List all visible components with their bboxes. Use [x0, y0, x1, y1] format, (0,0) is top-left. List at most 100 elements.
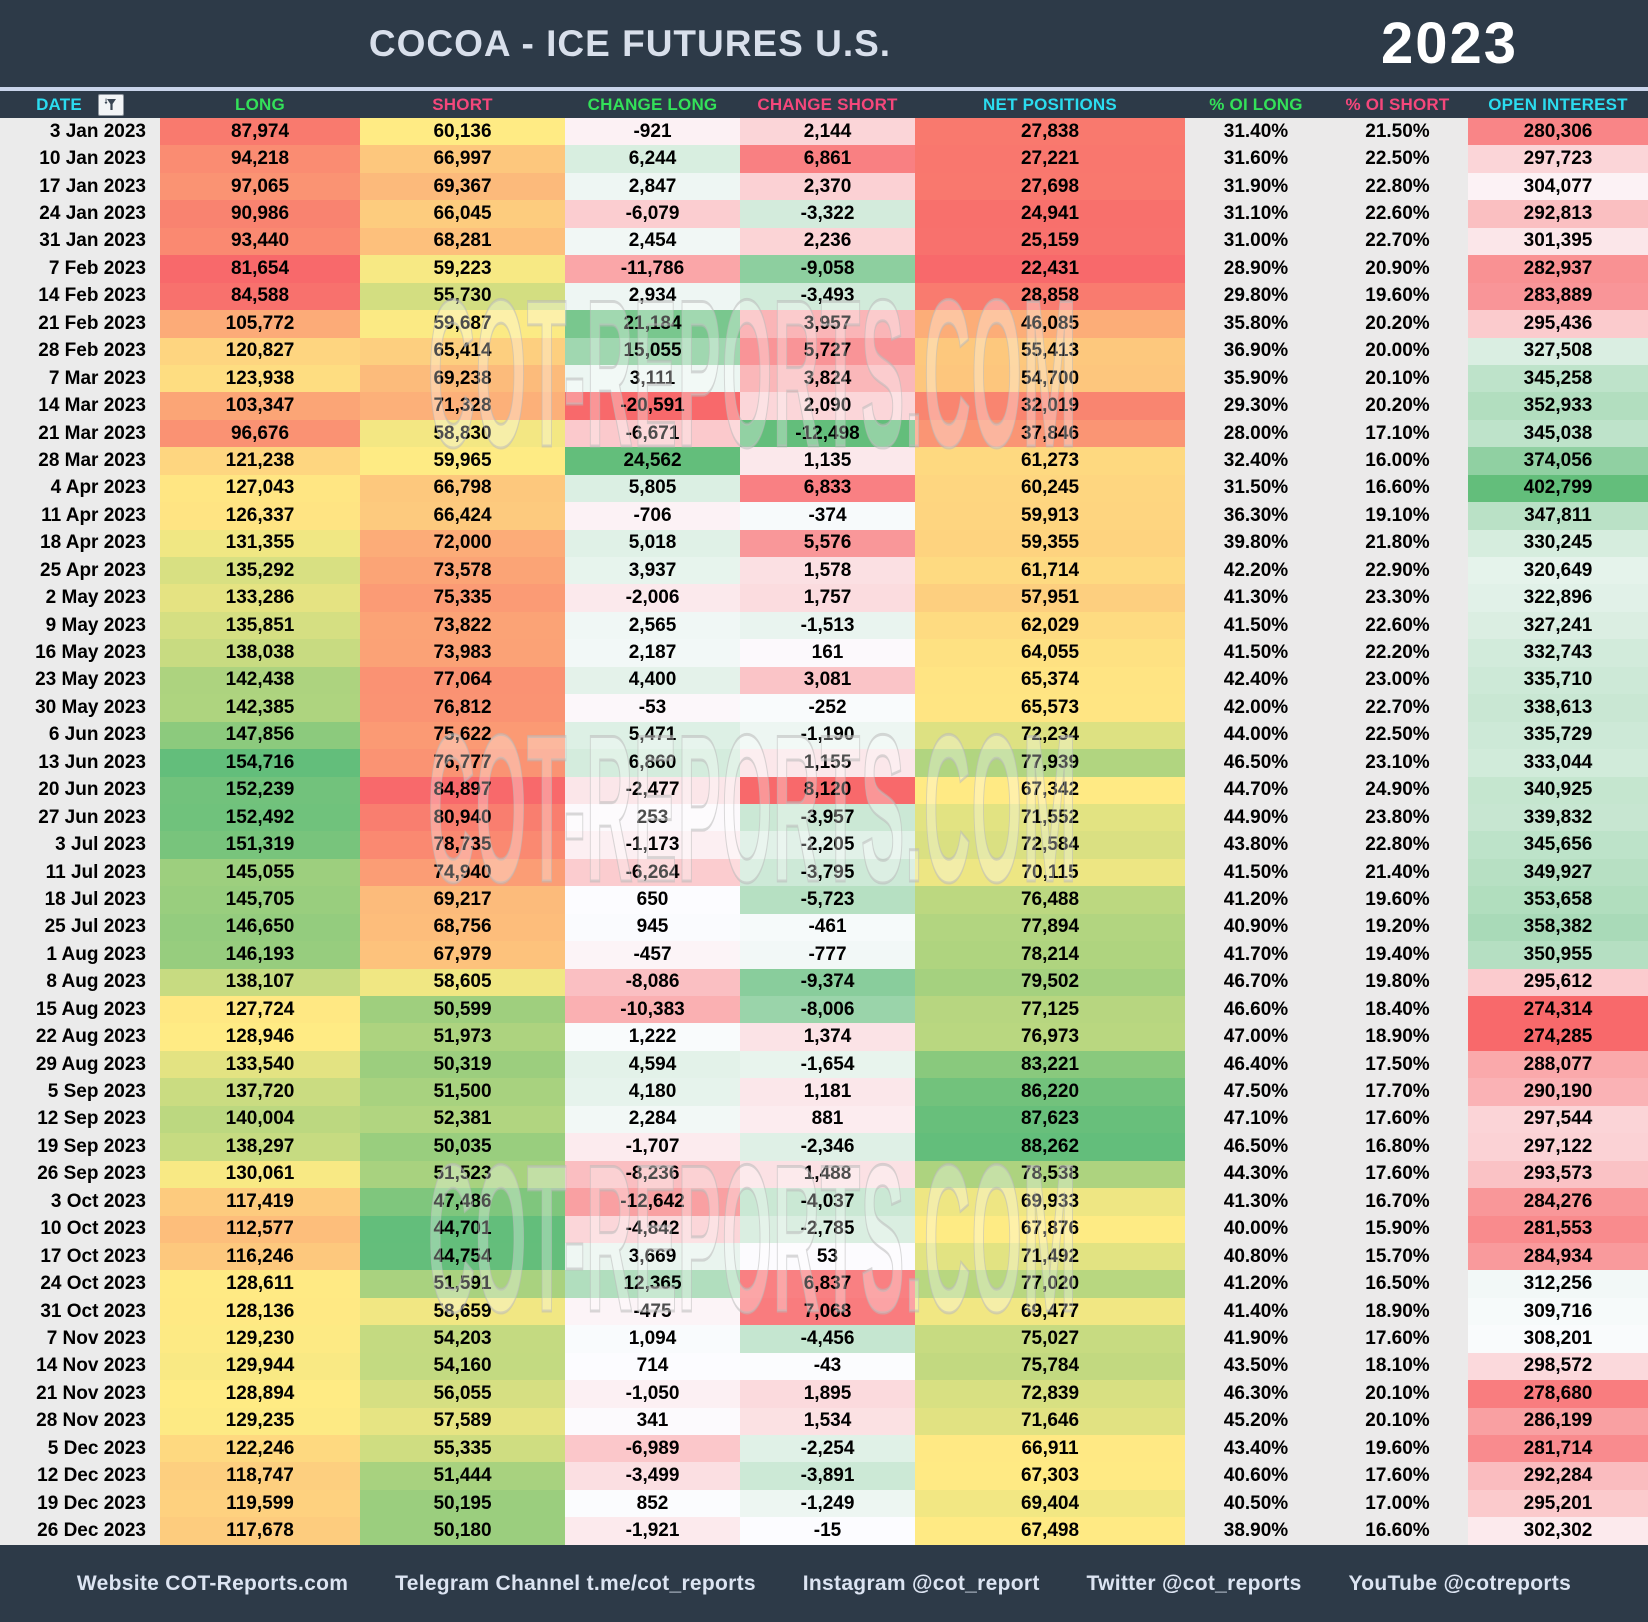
cell-oi-long: 42.20% [1185, 557, 1327, 585]
cell-open-interest: 309,716 [1468, 1297, 1648, 1326]
cell-change-long: 4,180 [565, 1078, 740, 1106]
cell-long: 121,238 [160, 447, 360, 475]
table-row: 12 Sep 2023 140,004 52,381 2,284 881 87,623 47… [0, 1105, 1648, 1134]
col-header-change-long: CHANGE LONG [565, 91, 740, 118]
cell-date: 18 Apr 2023 [0, 529, 160, 557]
cell-change-short: 1,374 [740, 1023, 915, 1051]
cell-open-interest: 284,934 [1468, 1242, 1648, 1271]
cell-oi-long: 44.90% [1185, 803, 1327, 832]
table-row: 16 May 2023 138,038 73,983 2,187 161 64,055 41… [0, 639, 1648, 667]
cell-short: 60,136 [360, 118, 565, 146]
cell-short: 67,979 [360, 941, 565, 969]
cell-change-short: 6,861 [740, 145, 915, 173]
cell-short: 51,591 [360, 1270, 565, 1298]
cell-open-interest: 302,302 [1468, 1517, 1648, 1545]
cell-net-positions: 69,477 [915, 1297, 1185, 1326]
page-title: COCOA - ICE FUTURES U.S. [368, 22, 892, 64]
cell-short: 52,381 [360, 1105, 565, 1134]
cell-date: 7 Mar 2023 [0, 364, 160, 393]
cell-net-positions: 28,858 [915, 282, 1185, 311]
cell-short: 69,367 [360, 172, 565, 201]
cell-oi-short: 21.50% [1327, 118, 1468, 146]
col-header-change-short: CHANGE SHORT [740, 91, 915, 118]
cell-oi-short: 20.10% [1327, 364, 1468, 393]
cell-date: 20 Jun 2023 [0, 776, 160, 804]
cell-change-short: 1,488 [740, 1160, 915, 1189]
cell-date: 16 May 2023 [0, 639, 160, 667]
table-row: 31 Oct 2023 128,136 58,659 -475 7,068 69,477 4… [0, 1297, 1648, 1326]
cell-oi-long: 41.30% [1185, 1188, 1327, 1216]
cell-date: 21 Mar 2023 [0, 419, 160, 448]
cell-oi-long: 41.40% [1185, 1297, 1327, 1326]
cell-date: 28 Mar 2023 [0, 447, 160, 475]
cell-long: 145,705 [160, 886, 360, 914]
cell-oi-short: 22.50% [1327, 721, 1468, 750]
cell-change-long: 3,111 [565, 364, 740, 393]
cell-short: 78,735 [360, 831, 565, 859]
cell-long: 154,716 [160, 749, 360, 777]
cell-date: 12 Sep 2023 [0, 1105, 160, 1134]
cell-open-interest: 349,927 [1468, 858, 1648, 887]
cell-date: 26 Dec 2023 [0, 1517, 160, 1545]
cell-net-positions: 77,939 [915, 749, 1185, 777]
col-header-label: NET POSITIONS [983, 94, 1117, 114]
table-row: 25 Apr 2023 135,292 73,578 3,937 1,578 61,714… [0, 557, 1648, 585]
cell-open-interest: 327,508 [1468, 337, 1648, 365]
cell-change-long: 5,018 [565, 529, 740, 557]
footer-bar: Website COT-Reports.com Telegram Channel… [0, 1545, 1648, 1622]
cell-change-short: -8,006 [740, 996, 915, 1024]
cell-oi-long: 29.30% [1185, 392, 1327, 420]
table-row: 24 Jan 2023 90,986 66,045 -6,079 -3,322 24,94… [0, 200, 1648, 228]
cell-change-long: 945 [565, 913, 740, 942]
cell-long: 147,856 [160, 721, 360, 750]
cell-oi-long: 40.80% [1185, 1242, 1327, 1271]
cell-long: 96,676 [160, 419, 360, 448]
cell-date: 21 Feb 2023 [0, 310, 160, 338]
cell-change-long: -53 [565, 694, 740, 722]
table-row: 20 Jun 2023 152,239 84,897 -2,477 8,120 67,34… [0, 776, 1648, 804]
table-row: 3 Jul 2023 151,319 78,735 -1,173 -2,205 72,58… [0, 831, 1648, 859]
table-row: 19 Sep 2023 138,297 50,035 -1,707 -2,346 88,2… [0, 1133, 1648, 1161]
cell-long: 152,492 [160, 803, 360, 832]
cell-change-long: -2,006 [565, 584, 740, 612]
cell-date: 10 Oct 2023 [0, 1215, 160, 1243]
cell-open-interest: 312,256 [1468, 1270, 1648, 1298]
cell-open-interest: 292,284 [1468, 1462, 1648, 1490]
table-row: 24 Oct 2023 128,611 51,591 12,365 6,837 77,02… [0, 1270, 1648, 1298]
cell-net-positions: 66,911 [915, 1435, 1185, 1463]
cell-short: 51,523 [360, 1160, 565, 1189]
cell-change-short: -2,205 [740, 831, 915, 859]
cell-long: 128,136 [160, 1297, 360, 1326]
footer-website: Website COT-Reports.com [76, 1571, 349, 1595]
table-row: 14 Nov 2023 129,944 54,160 714 -43 75,784 43.5… [0, 1352, 1648, 1381]
cell-net-positions: 88,262 [915, 1133, 1185, 1161]
table-row: 6 Jun 2023 147,856 75,622 5,471 -1,190 72,234… [0, 721, 1648, 750]
cell-net-positions: 71,646 [915, 1407, 1185, 1435]
cell-long: 130,061 [160, 1160, 360, 1189]
cell-change-long: -1,921 [565, 1517, 740, 1545]
cell-net-positions: 71,552 [915, 803, 1185, 832]
cell-short: 59,965 [360, 447, 565, 475]
cell-open-interest: 345,656 [1468, 831, 1648, 859]
table-row: 28 Feb 2023 120,827 65,414 15,055 5,727 55,41… [0, 337, 1648, 365]
filter-icon[interactable] [97, 93, 124, 116]
table-row: 19 Dec 2023 119,599 50,195 852 -1,249 69,404 4… [0, 1489, 1648, 1518]
table-row: 11 Apr 2023 126,337 66,424 -706 -374 59,913 36… [0, 502, 1648, 530]
cell-date: 5 Dec 2023 [0, 1435, 160, 1463]
footer-twitter: Twitter @cot_reports [1086, 1571, 1302, 1595]
cell-oi-short: 18.90% [1327, 1297, 1468, 1326]
cell-oi-long: 32.40% [1185, 447, 1327, 475]
cell-net-positions: 65,573 [915, 694, 1185, 722]
cell-date: 3 Jul 2023 [0, 831, 160, 859]
cell-open-interest: 297,122 [1468, 1133, 1648, 1161]
cell-change-long: -8,236 [565, 1160, 740, 1189]
cell-change-short: -3,322 [740, 200, 915, 228]
cell-net-positions: 59,355 [915, 529, 1185, 557]
cell-short: 58,605 [360, 968, 565, 996]
cell-short: 76,777 [360, 749, 565, 777]
cell-open-interest: 274,285 [1468, 1023, 1648, 1051]
cell-open-interest: 402,799 [1468, 474, 1648, 503]
cell-short: 51,444 [360, 1462, 565, 1490]
cell-oi-short: 22.70% [1327, 227, 1468, 256]
cell-net-positions: 57,951 [915, 584, 1185, 612]
